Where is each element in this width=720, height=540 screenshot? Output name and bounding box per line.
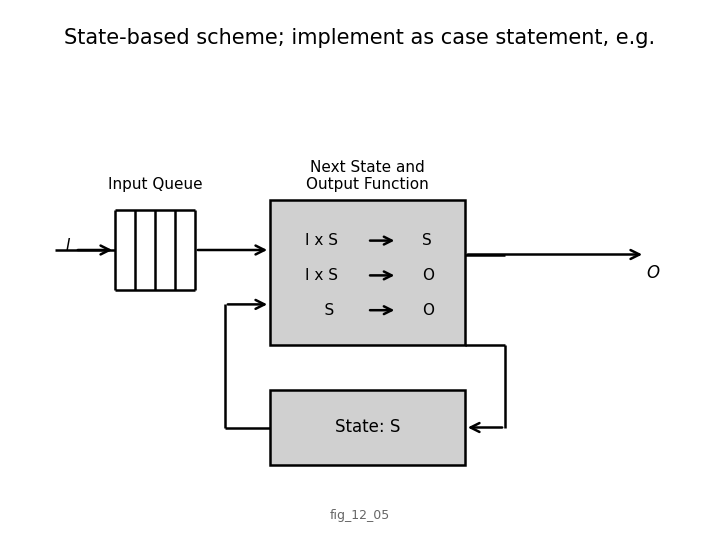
Bar	[270, 390, 465, 465]
Text: I x S: I x S	[305, 268, 338, 283]
Text: Next State and
Output Function: Next State and Output Function	[306, 160, 429, 192]
Text: O: O	[422, 303, 434, 318]
Bar	[270, 200, 465, 345]
Text: S: S	[422, 233, 432, 248]
Text: Input Queue: Input Queue	[108, 177, 202, 192]
Text: O: O	[422, 268, 434, 283]
Text: I x S: I x S	[305, 233, 338, 248]
Text: State: S: State: S	[335, 418, 400, 436]
Text: I: I	[66, 239, 71, 253]
Text: S: S	[305, 303, 334, 318]
Text: O: O	[647, 264, 660, 281]
Text: fig_12_05: fig_12_05	[330, 509, 390, 522]
Text: State-based scheme; implement as case statement, e.g.: State-based scheme; implement as case st…	[64, 28, 656, 48]
